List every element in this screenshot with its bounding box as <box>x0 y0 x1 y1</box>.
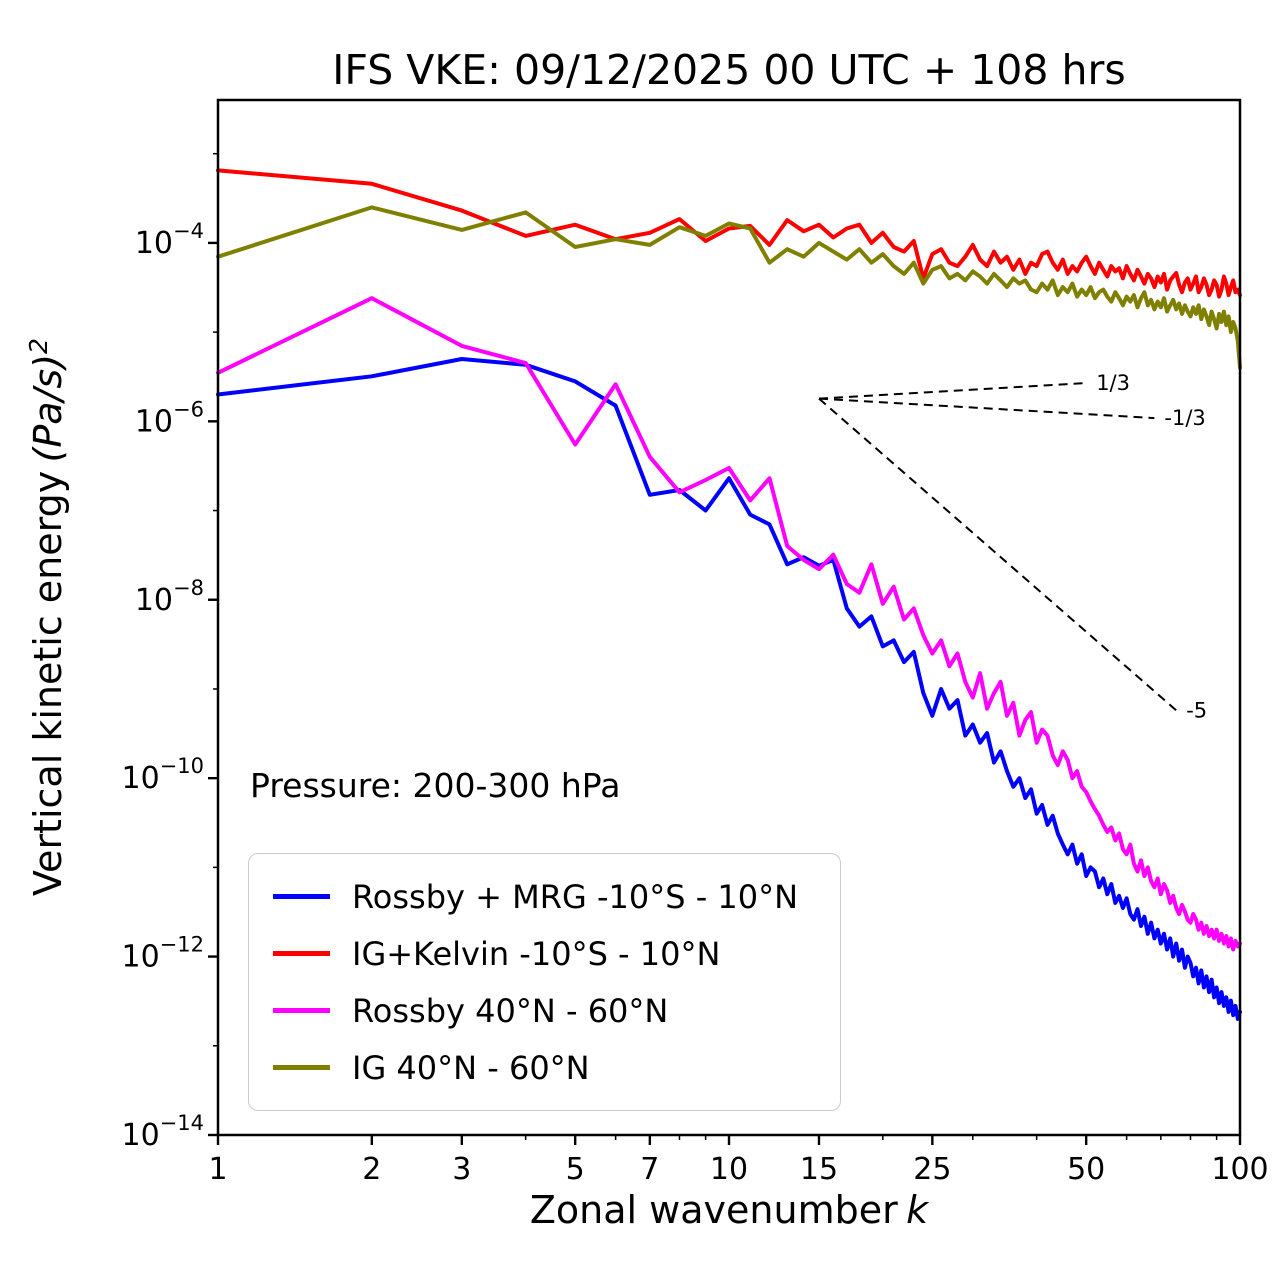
y-axis-label-text: Vertical kinetic energy <box>25 470 70 896</box>
y-tick-label: 10−6 <box>135 397 204 439</box>
series-rossby-midlat <box>216 296 1242 952</box>
x-tick-label: 100 <box>1211 1152 1268 1187</box>
reference-line-label: -1/3 <box>1164 406 1205 430</box>
x-axis-label-text: Zonal wavenumber <box>529 1188 898 1232</box>
legend-label: Rossby + MRG -10°S - 10°N <box>352 877 799 916</box>
x-tick-label: 15 <box>800 1152 838 1187</box>
reference-line-label: -5 <box>1186 698 1207 722</box>
reference-line <box>818 382 1087 400</box>
legend-line-swatch <box>273 951 330 956</box>
series-ig-midlat <box>216 205 1242 370</box>
legend-item: IG+Kelvin -10°S - 10°N <box>273 925 798 982</box>
y-tick-label: 10−8 <box>135 576 204 618</box>
x-tick-label: 1 <box>208 1152 227 1187</box>
legend-label: IG 40°N - 60°N <box>352 1048 590 1087</box>
legend-label: IG+Kelvin -10°S - 10°N <box>352 934 721 973</box>
x-tick-label: 25 <box>913 1152 951 1187</box>
x-tick-label: 2 <box>362 1152 381 1187</box>
legend-item: Rossby + MRG -10°S - 10°N <box>273 868 798 925</box>
series-ig-kelvin-tropics <box>216 168 1242 299</box>
reference-line-label: 1/3 <box>1096 371 1130 395</box>
x-axis-label: Zonal wavenumber k <box>530 1188 928 1232</box>
legend-line-swatch <box>273 1008 330 1013</box>
x-tick-label: 7 <box>640 1152 659 1187</box>
y-tick-label: 10−14 <box>121 1111 204 1153</box>
x-tick-label: 50 <box>1067 1152 1105 1187</box>
legend-item: IG 40°N - 60°N <box>273 1039 798 1096</box>
x-tick-label: 10 <box>710 1152 748 1187</box>
reference-line <box>818 397 1177 712</box>
legend: Rossby + MRG -10°S - 10°N IG+Kelvin -10°… <box>248 853 842 1111</box>
x-tick-label: 5 <box>566 1152 585 1187</box>
legend-line-swatch <box>273 894 330 899</box>
series-rossby-mrg-tropics <box>216 357 1242 1021</box>
y-axis-label: Vertical kinetic energy (Pa/s)2 <box>24 338 70 896</box>
y-tick-label: 10−10 <box>121 754 204 796</box>
legend-item: Rossby 40°N - 60°N <box>273 982 798 1039</box>
legend-label: Rossby 40°N - 60°N <box>352 991 669 1030</box>
y-tick-label: 10−4 <box>135 219 204 261</box>
y-axis-label-units: (Pa/s) <box>25 353 70 463</box>
x-tick-label: 3 <box>452 1152 471 1187</box>
legend-line-swatch <box>273 1065 330 1070</box>
y-axis-label-exponent: 2 <box>24 338 54 354</box>
chart-title: IFS VKE: 09/12/2025 00 UTC + 108 hrs <box>332 46 1126 94</box>
y-tick-label: 10−12 <box>121 933 204 975</box>
reference-line <box>818 397 1155 420</box>
pressure-annotation: Pressure: 200-300 hPa <box>250 766 621 805</box>
x-axis-label-symbol: k <box>906 1188 929 1232</box>
